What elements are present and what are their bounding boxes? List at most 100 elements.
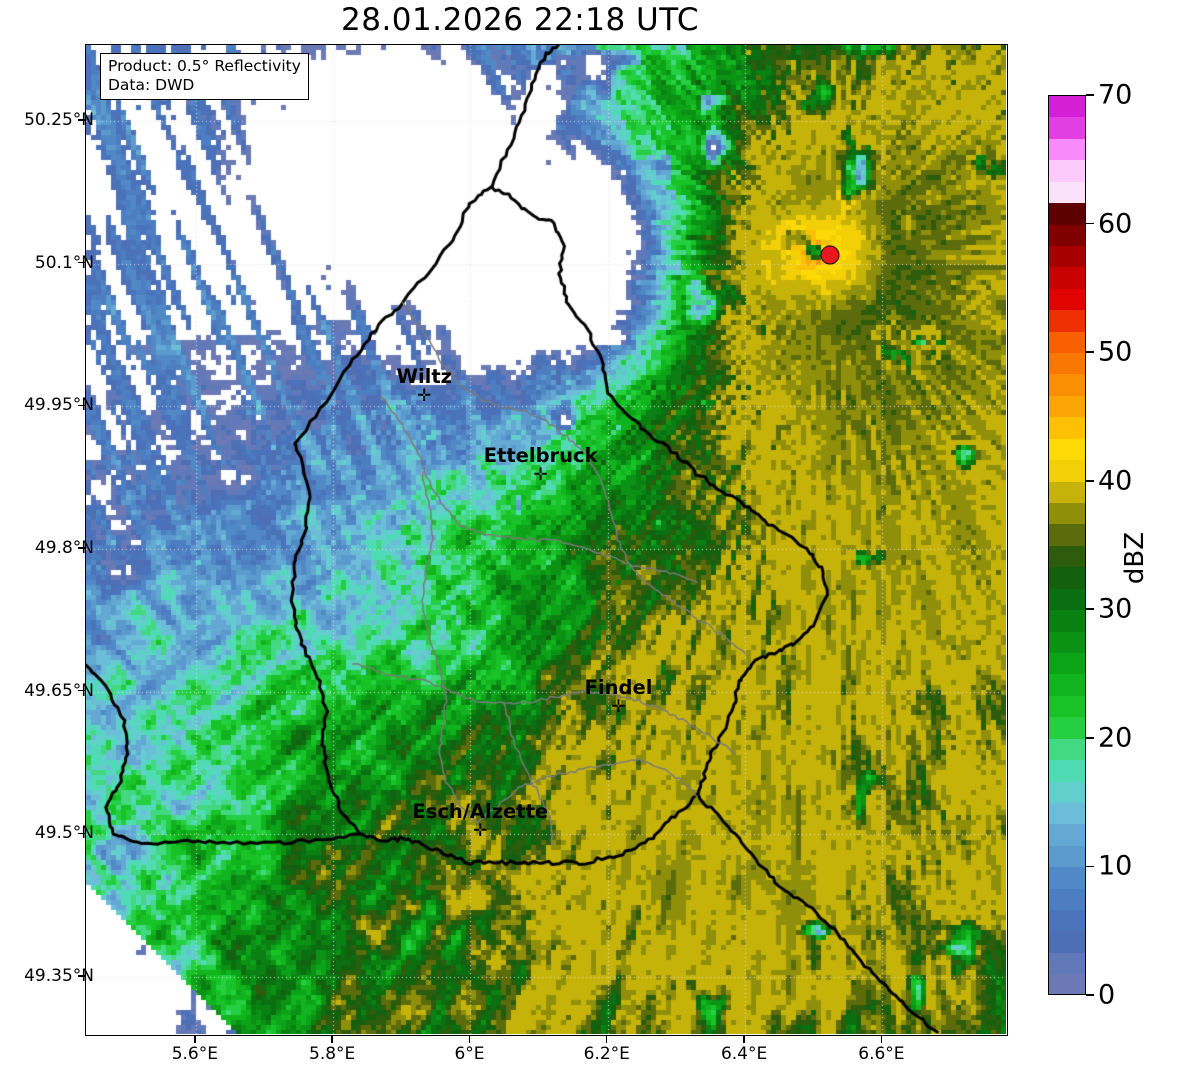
colorbar-band [1049,674,1085,696]
colorbar-band [1049,631,1085,653]
colorbar-band [1049,824,1085,846]
colorbar-band [1049,931,1085,953]
x-axis-tick-mark [468,1036,471,1043]
y-axis-tick-label: 50.25°N [24,110,94,131]
colorbar-tick-label: 40 [1098,465,1133,497]
city-name: Findel [584,676,653,700]
city-label: Wiltz ✛ [396,364,453,406]
colorbar-band [1049,117,1085,139]
y-axis-tick-label: 49.35°N [24,965,94,986]
colorbar-band [1049,974,1085,994]
colorbar-band [1049,374,1085,396]
colorbar-band [1049,760,1085,782]
y-axis-tick-label: 49.8°N [34,538,94,558]
colorbar-band [1049,588,1085,611]
colorbar-band [1049,96,1085,118]
colorbar-band [1049,845,1085,868]
colorbar-tick-mark [1086,608,1094,611]
colorbar-band [1049,717,1085,739]
colorbar-band [1049,503,1085,525]
colorbar-band [1049,781,1085,803]
y-axis-tick-label: 49.65°N [24,680,94,701]
radar-plot-area[interactable]: Product: 0.5° Reflectivity Data: DWD Wil… [85,44,1008,1036]
colorbar-band [1049,203,1085,225]
y-axis-tick-mark [78,689,85,692]
y-axis-tick-mark [78,404,85,407]
colorbar-band [1049,224,1085,246]
colorbar-band [1049,738,1085,761]
colorbar-band [1049,481,1085,504]
y-axis-tick-mark [78,119,85,121]
colorbar-band [1049,888,1085,911]
x-axis-tick-mark [331,1036,333,1043]
colorbar-tick-mark [1086,222,1094,225]
y-axis-tick-label: 49.5°N [34,823,94,844]
colorbar-tick-label: 20 [1098,722,1133,754]
x-axis-tick-label: 5.6°E [171,1044,218,1064]
city-marker-icon: ✛ [533,465,548,486]
colorbar-tick-mark [1086,351,1094,353]
x-axis-tick-label: 6.2°E [583,1044,630,1064]
colorbar-band [1049,524,1085,546]
colorbar-band [1049,417,1085,439]
colorbar-band [1049,567,1085,589]
colorbar-band [1049,245,1085,268]
x-axis-tick-label: 5.8°E [309,1044,356,1064]
country-borders-layer [86,45,1006,1034]
y-axis-tick-mark [78,547,85,549]
x-axis-tick-label: 6.6°E [858,1044,905,1064]
colorbar-tick-mark [1086,94,1094,96]
x-axis-tick-label: 6.4°E [720,1044,768,1064]
colorbar-band [1049,460,1085,482]
colorbar-tick-label: 70 [1098,79,1133,111]
x-axis-tick-mark [743,1036,745,1043]
colorbar-band [1049,138,1085,161]
colorbar-band [1049,288,1085,311]
city-label: Esch/Alzette ✛ [412,799,549,841]
colorbar-tick-label: 0 [1098,979,1116,1011]
y-axis-tick-label: 49.95°N [24,395,94,416]
product-line: Product: 0.5° Reflectivity [108,57,301,75]
y-axis-tick-mark [78,975,85,977]
colorbar-title: dBZ [1120,531,1150,585]
colorbar-band [1049,181,1085,204]
y-axis-tick-mark [78,832,85,834]
x-axis-tick-label: 6°E [454,1044,485,1064]
y-axis-tick-mark [78,262,85,264]
colorbar-band [1049,802,1085,825]
colorbar-tick-mark [1086,737,1094,739]
colorbar-tick-label: 10 [1098,850,1133,882]
city-label: Findel ✛ [584,676,653,718]
city-label: Ettelbruck ✛ [483,444,598,486]
colorbar-tick-mark [1086,865,1094,868]
radar-site-marker[interactable] [820,245,840,265]
colorbar-tick-mark [1086,994,1094,996]
city-marker-icon: ✛ [473,820,488,841]
y-axis-tick-label: 50.1°N [34,252,94,273]
colorbar-band [1049,610,1085,632]
colorbar [1048,95,1086,995]
x-axis-tick-mark [880,1036,883,1043]
colorbar-tick-label: 50 [1098,336,1133,368]
colorbar-tick-label: 60 [1098,208,1133,240]
colorbar-band [1049,695,1085,718]
city-name: Ettelbruck [483,444,598,468]
x-axis-tick-mark [606,1036,608,1043]
data-source-line: Data: DWD [108,75,195,94]
colorbar-band [1049,652,1085,675]
colorbar-band [1049,331,1085,354]
x-axis-tick-mark [194,1036,196,1043]
city-name: Esch/Alzette [412,799,549,823]
colorbar-band [1049,310,1085,332]
colorbar-tick-mark [1086,479,1094,482]
colorbar-band [1049,910,1085,932]
product-info-box: Product: 0.5° Reflectivity Data: DWD [100,53,309,100]
page-title: 28.01.2026 22:18 UTC [341,2,699,38]
city-marker-icon: ✛ [417,385,432,406]
colorbar-band [1049,395,1085,418]
colorbar-band [1049,160,1085,182]
colorbar-tick-label: 30 [1098,593,1133,625]
city-name: Wiltz [396,364,453,388]
city-marker-icon: ✛ [611,697,626,718]
colorbar-band [1049,545,1085,568]
